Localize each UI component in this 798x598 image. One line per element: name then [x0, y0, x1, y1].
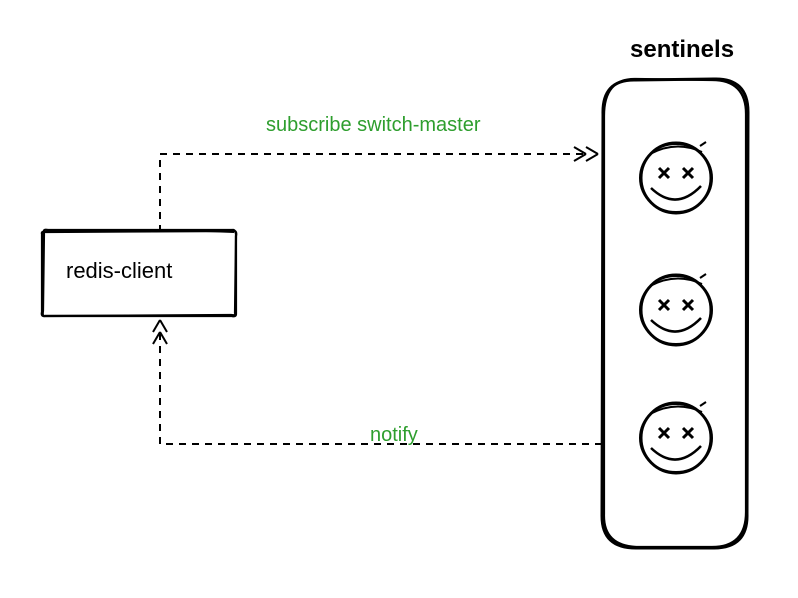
sentinel-face-3: [640, 402, 712, 473]
sentinel-face-2: [640, 274, 712, 345]
edge-subscribe: [160, 147, 598, 232]
client-box-label: redis-client: [66, 258, 172, 284]
sentinels-title: sentinels: [630, 36, 734, 64]
diagram-svg: [0, 0, 798, 598]
edge-notify-label: notify: [370, 424, 418, 447]
sentinel-face-1: [640, 142, 712, 213]
edge-subscribe-label: subscribe switch-master: [266, 114, 481, 137]
sentinels-container: [602, 79, 748, 548]
diagram-canvas: { "canvas": { "width": 798, "height": 59…: [0, 0, 798, 598]
